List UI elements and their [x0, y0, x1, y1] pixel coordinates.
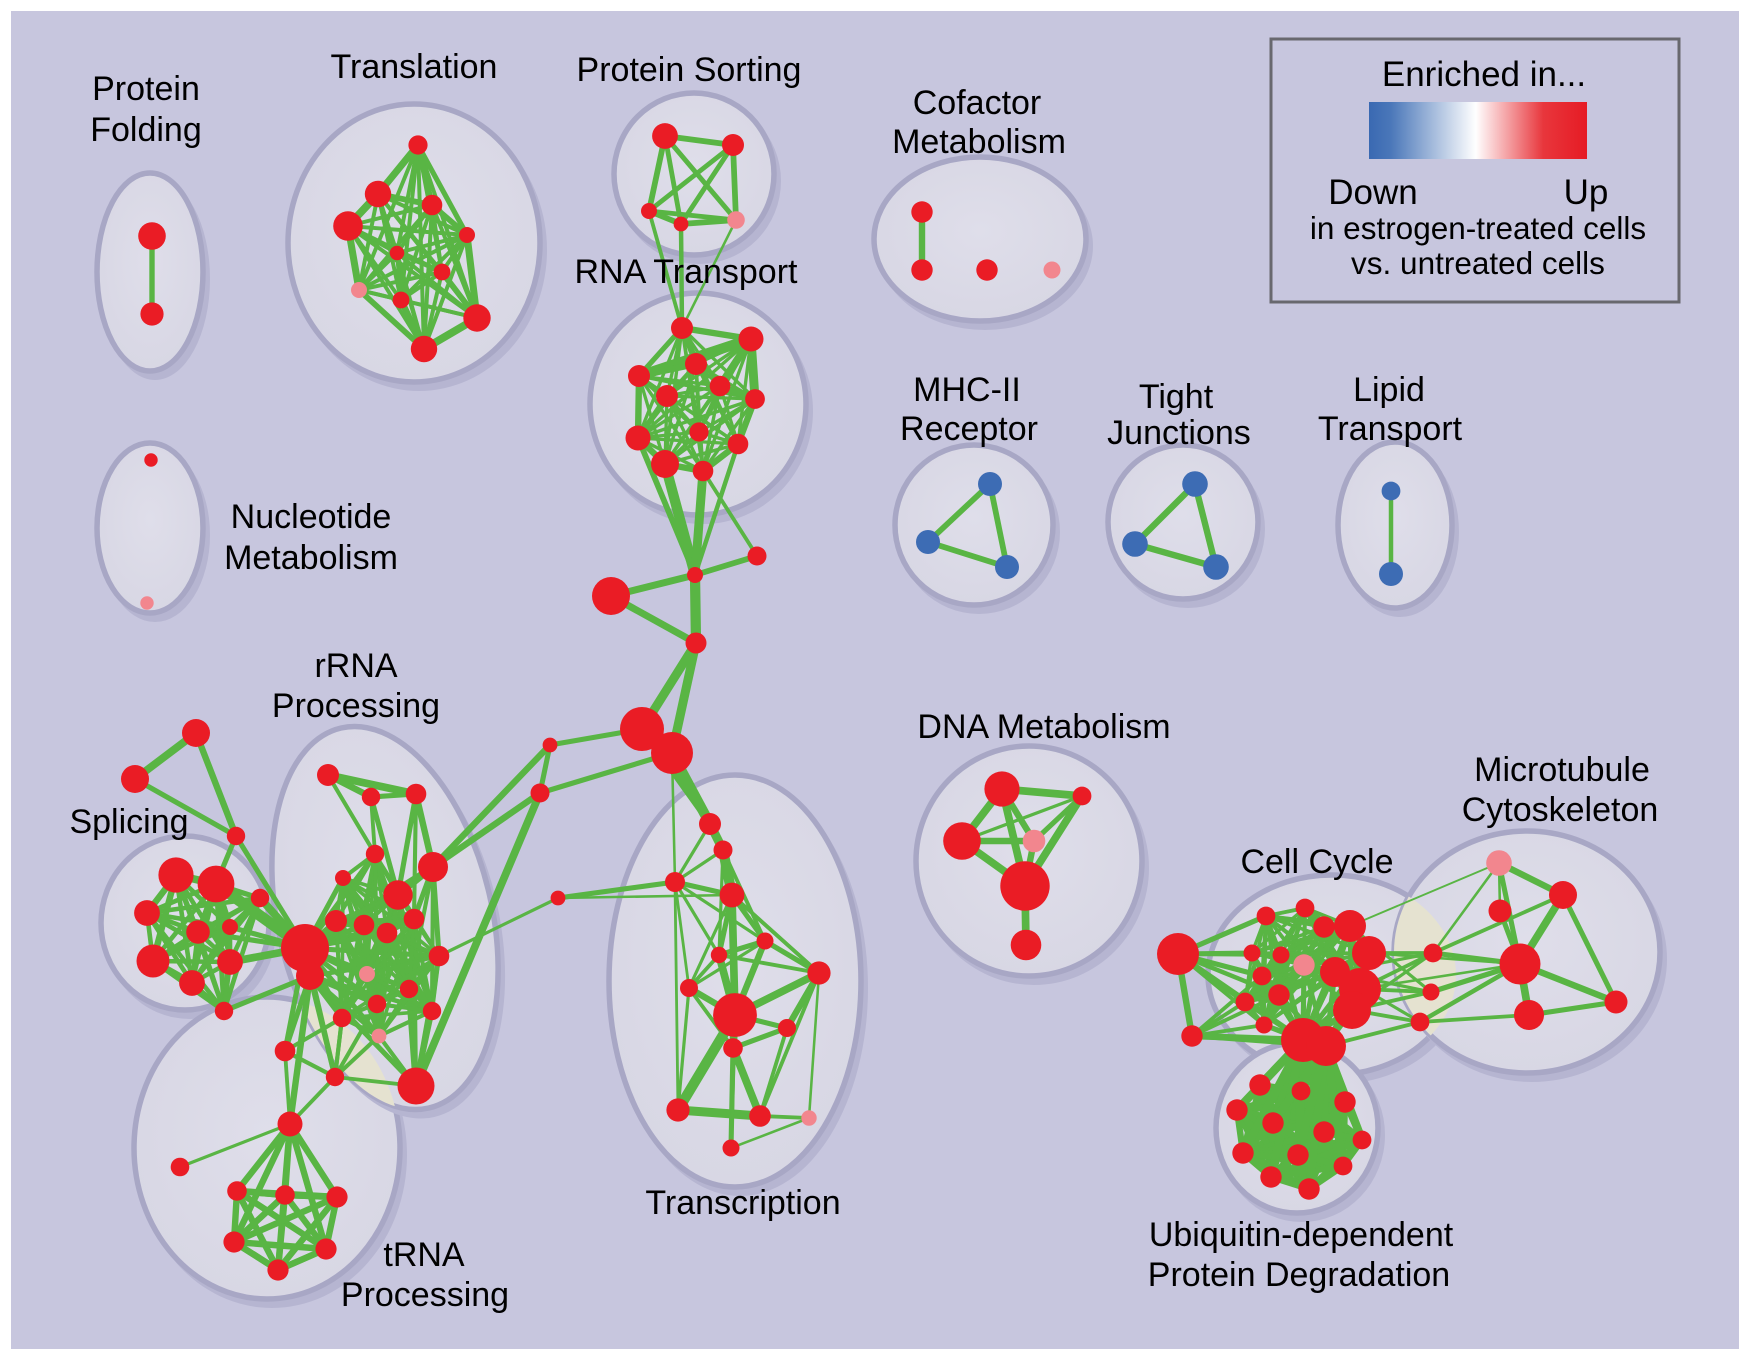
svg-text:Splicing: Splicing [69, 803, 188, 841]
svg-text:Translation: Translation [331, 48, 498, 86]
svg-text:Lipid: Lipid [1353, 371, 1425, 409]
svg-text:Protein Degradation: Protein Degradation [1148, 1256, 1450, 1294]
svg-text:Cofactor: Cofactor [913, 84, 1042, 122]
svg-text:RNA Transport: RNA Transport [575, 253, 799, 291]
svg-text:Nucleotide: Nucleotide [231, 498, 392, 536]
svg-text:Transport: Transport [1318, 410, 1463, 448]
svg-text:Metabolism: Metabolism [224, 539, 398, 577]
svg-text:DNA Metabolism: DNA Metabolism [917, 708, 1170, 746]
svg-text:Transcription: Transcription [645, 1184, 840, 1222]
svg-text:Folding: Folding [90, 111, 202, 149]
svg-text:Processing: Processing [272, 687, 440, 725]
svg-text:tRNA: tRNA [383, 1236, 465, 1274]
svg-text:Junctions: Junctions [1107, 414, 1251, 452]
svg-text:Down: Down [1328, 173, 1417, 212]
svg-text:rRNA: rRNA [314, 647, 397, 685]
svg-text:in estrogen-treated cells: in estrogen-treated cells [1310, 210, 1646, 246]
svg-text:Processing: Processing [341, 1276, 509, 1314]
svg-text:Enriched in...: Enriched in... [1382, 55, 1586, 94]
svg-text:vs. untreated cells: vs. untreated cells [1351, 245, 1605, 281]
svg-text:Cytoskeleton: Cytoskeleton [1462, 791, 1659, 829]
svg-text:Up: Up [1564, 173, 1609, 212]
svg-text:Ubiquitin-dependent: Ubiquitin-dependent [1149, 1216, 1454, 1254]
svg-text:MHC-II: MHC-II [913, 371, 1021, 409]
svg-text:Protein: Protein [92, 70, 200, 108]
svg-text:Tight: Tight [1139, 378, 1214, 416]
svg-text:Metabolism: Metabolism [892, 123, 1066, 161]
svg-text:Protein Sorting: Protein Sorting [577, 51, 802, 89]
svg-text:Cell Cycle: Cell Cycle [1240, 843, 1393, 881]
svg-text:Microtubule: Microtubule [1474, 751, 1650, 789]
svg-text:Receptor: Receptor [900, 410, 1038, 448]
